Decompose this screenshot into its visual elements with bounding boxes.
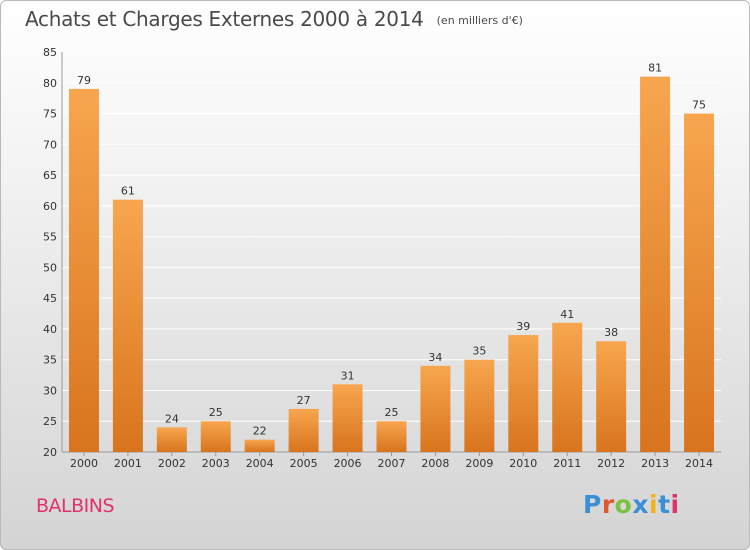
bar bbox=[332, 384, 363, 452]
x-tick-label: 2000 bbox=[70, 457, 98, 470]
bar-value-label: 39 bbox=[516, 320, 530, 333]
y-tick-label: 35 bbox=[43, 354, 57, 367]
bar-value-label: 35 bbox=[472, 345, 486, 358]
y-tick-label: 45 bbox=[43, 292, 57, 305]
y-tick-label: 65 bbox=[43, 169, 57, 182]
x-tick-label: 2012 bbox=[597, 457, 625, 470]
y-tick-label: 20 bbox=[43, 446, 57, 459]
bar bbox=[684, 113, 715, 453]
bar bbox=[376, 421, 407, 452]
bar bbox=[156, 427, 187, 452]
y-tick-label: 40 bbox=[43, 323, 57, 336]
x-tick-label: 2014 bbox=[685, 457, 713, 470]
chart-title: Achats et Charges Externes 2000 à 2014 bbox=[25, 7, 424, 31]
y-tick-label: 25 bbox=[43, 415, 57, 428]
y-tick-label: 60 bbox=[43, 200, 57, 213]
x-tick-label: 2004 bbox=[246, 457, 274, 470]
x-tick-label: 2005 bbox=[290, 457, 318, 470]
x-tick-label: 2002 bbox=[158, 457, 186, 470]
bar-value-label: 25 bbox=[209, 406, 223, 419]
bar-value-label: 79 bbox=[77, 74, 91, 87]
bar-value-label: 34 bbox=[428, 351, 442, 364]
x-tick-label: 2006 bbox=[334, 457, 362, 470]
y-tick-label: 85 bbox=[43, 46, 57, 59]
bar bbox=[68, 88, 99, 452]
place-name: BALBINS bbox=[36, 495, 115, 517]
bar-value-label: 38 bbox=[604, 326, 618, 339]
bar bbox=[640, 76, 671, 452]
x-tick-label: 2010 bbox=[509, 457, 537, 470]
bar-value-label: 81 bbox=[648, 62, 662, 75]
bar bbox=[288, 408, 319, 452]
x-tick-label: 2008 bbox=[421, 457, 449, 470]
y-tick-label: 75 bbox=[43, 108, 57, 121]
bar-value-label: 25 bbox=[385, 406, 399, 419]
y-tick-label: 55 bbox=[43, 231, 57, 244]
bar-value-label: 75 bbox=[692, 99, 706, 112]
bar-value-label: 22 bbox=[253, 425, 267, 438]
bar bbox=[420, 365, 451, 452]
bar-value-label: 41 bbox=[560, 308, 574, 321]
x-tick-label: 2013 bbox=[641, 457, 669, 470]
y-tick-label: 70 bbox=[43, 138, 57, 151]
bar bbox=[552, 322, 583, 452]
bar-value-label: 27 bbox=[297, 394, 311, 407]
bar bbox=[112, 199, 143, 452]
y-tick-label: 50 bbox=[43, 261, 57, 274]
y-tick-label: 80 bbox=[43, 77, 57, 90]
chart-subtitle: (en milliers d'€) bbox=[436, 14, 523, 27]
x-tick-label: 2007 bbox=[378, 457, 406, 470]
y-tick-label: 30 bbox=[43, 384, 57, 397]
bar-value-label: 31 bbox=[341, 369, 355, 382]
x-tick-label: 2011 bbox=[553, 457, 581, 470]
brand-logo: Proxiti bbox=[583, 490, 680, 519]
bar-value-label: 61 bbox=[121, 185, 135, 198]
bar bbox=[244, 439, 275, 452]
x-tick-label: 2009 bbox=[465, 457, 493, 470]
bar bbox=[200, 421, 231, 452]
bar-value-label: 24 bbox=[165, 412, 179, 425]
x-tick-label: 2003 bbox=[202, 457, 230, 470]
bar bbox=[464, 359, 495, 452]
bar bbox=[596, 341, 627, 452]
chart-heading: Achats et Charges Externes 2000 à 2014 (… bbox=[25, 7, 523, 31]
x-tick-label: 2001 bbox=[114, 457, 142, 470]
bar bbox=[508, 335, 539, 452]
